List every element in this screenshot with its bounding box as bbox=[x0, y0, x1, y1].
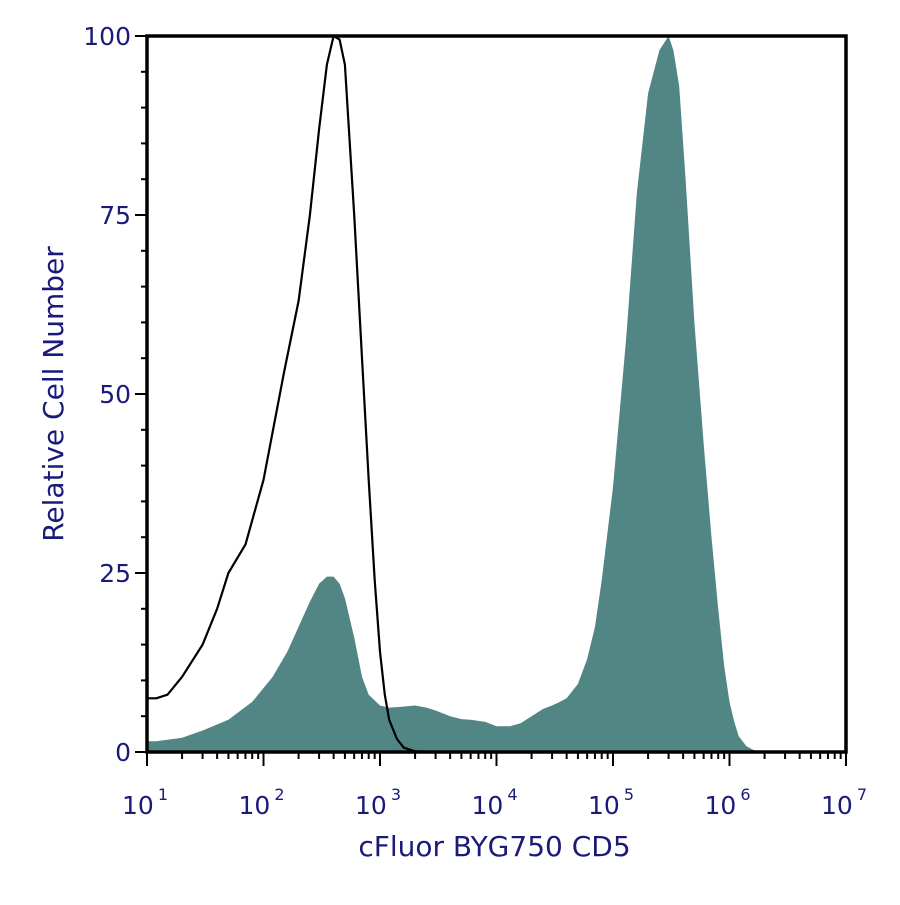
x-tick-label: 10 6 bbox=[705, 785, 751, 820]
x-axis-title: cFluor BYG750 CD5 bbox=[358, 830, 630, 863]
histogram-filled-series bbox=[147, 36, 846, 752]
histogram-outline-series bbox=[147, 34, 846, 754]
labels-layer: 0 25 50 75 100 10 1 10 2 10 3 10 4 10 5 10 6 10 7 cFluor BY… bbox=[37, 22, 867, 863]
y-tick-label: 75 bbox=[99, 201, 131, 230]
x-tick-label: 10 5 bbox=[588, 785, 634, 820]
y-tick-label: 0 bbox=[115, 738, 131, 767]
y-tick-label: 25 bbox=[99, 559, 131, 588]
y-tick-label: 100 bbox=[83, 22, 131, 51]
axes-layer bbox=[135, 34, 848, 766]
x-tick-label: 10 2 bbox=[239, 785, 285, 820]
x-tick-label: 10 7 bbox=[821, 785, 867, 820]
x-tick-label: 10 4 bbox=[472, 785, 518, 820]
y-axis-title: Relative Cell Number bbox=[37, 246, 70, 542]
series-layer bbox=[147, 34, 846, 754]
x-tick-label: 10 1 bbox=[122, 785, 168, 820]
x-tick-label: 10 3 bbox=[355, 785, 401, 820]
plot-frame bbox=[145, 34, 848, 754]
y-tick-label: 50 bbox=[99, 380, 131, 409]
